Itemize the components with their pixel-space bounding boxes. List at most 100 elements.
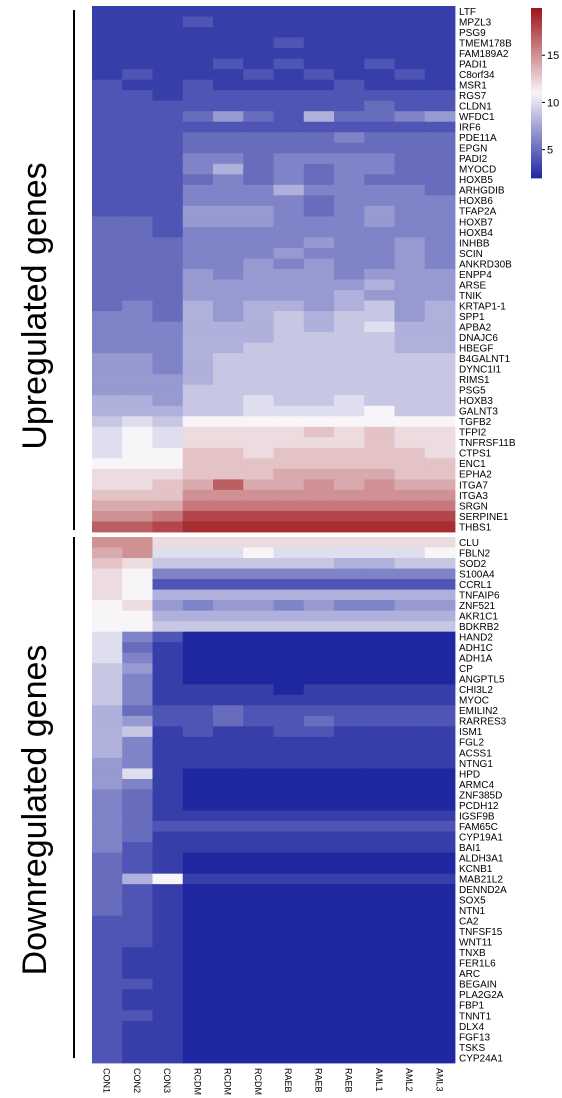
heatmap-cell (152, 905, 184, 917)
heatmap-cell (122, 1031, 153, 1043)
heatmap-cell (303, 757, 335, 769)
colorbar-segment (531, 16, 542, 20)
heatmap-cell (122, 926, 153, 938)
heatmap-cell (182, 6, 214, 17)
heatmap-cell (182, 479, 214, 491)
heatmap-cell (243, 458, 274, 470)
heatmap-cell (213, 510, 244, 522)
heatmap-cell (243, 395, 274, 407)
heatmap-cell (122, 100, 153, 112)
heatmap-cell (303, 989, 335, 1001)
heatmap-cell (303, 978, 335, 990)
heatmap-cell (182, 673, 214, 685)
colorbar-segment (531, 50, 542, 54)
heatmap-cell (92, 852, 123, 864)
heatmap-cell (243, 621, 274, 633)
heatmap-cell (243, 237, 274, 249)
heatmap-cell (243, 6, 274, 17)
heatmap-cell (334, 810, 365, 822)
heatmap-cell (152, 48, 184, 59)
heatmap-cell (243, 989, 274, 1001)
heatmap-cell (303, 778, 335, 790)
heatmap-cell (152, 374, 184, 386)
heatmap-cell (92, 863, 123, 875)
heatmap-cell (213, 163, 244, 175)
heatmap-cell (92, 915, 123, 927)
gene-label: KRTAP1-1 (459, 301, 506, 312)
heatmap-cell (182, 684, 214, 696)
gene-label: SPP1 (459, 312, 485, 323)
heatmap-cell (213, 521, 244, 533)
gene-label: GALNT3 (459, 407, 498, 418)
colorbar-segment (531, 152, 542, 156)
heatmap-cell (424, 852, 456, 864)
heatmap-cell (273, 915, 305, 927)
heatmap-cell (394, 300, 426, 312)
heatmap-cell (394, 1031, 426, 1043)
heatmap-cell (213, 290, 244, 301)
heatmap-cell (334, 447, 365, 459)
heatmap-cell (303, 111, 335, 123)
heatmap-cell (92, 311, 123, 322)
heatmap-cell (364, 715, 395, 727)
heatmap-cell (122, 521, 153, 533)
heatmap-cell (394, 610, 426, 622)
heatmap-cell (182, 905, 214, 917)
heatmap-cell (152, 873, 184, 885)
heatmap-cell (243, 610, 274, 622)
heatmap-cell (92, 821, 123, 832)
heatmap-cell (213, 936, 244, 948)
heatmap-cell (213, 821, 244, 832)
colorbar-segment (531, 61, 542, 66)
heatmap-cell (92, 416, 123, 428)
heatmap-cell (303, 184, 335, 196)
heatmap-cell (424, 547, 456, 559)
heatmap-cell (394, 579, 426, 590)
heatmap-cell (243, 663, 274, 675)
colorbar-segment (531, 56, 542, 60)
heatmap-cell (122, 258, 153, 270)
heatmap-cell (364, 458, 395, 470)
heatmap-cell (424, 694, 456, 706)
heatmap-cell (92, 132, 123, 144)
heatmap-cell (303, 247, 335, 259)
heatmap-cell (334, 489, 365, 501)
heatmap-cell (243, 537, 274, 548)
heatmap-cell (92, 342, 123, 354)
heatmap-cell (394, 1041, 426, 1053)
heatmap-cell (152, 831, 184, 843)
heatmap-cell (92, 111, 123, 123)
heatmap-cell (92, 600, 123, 612)
gene-label: CTPS1 (459, 449, 492, 460)
heatmap-cell (273, 269, 305, 280)
heatmap-cell (182, 90, 214, 102)
heatmap-cell (303, 384, 335, 396)
heatmap-cell (122, 905, 153, 917)
colorbar: 5 10 15 (531, 8, 559, 179)
heatmap-cell (122, 374, 153, 386)
colorbar-segment (531, 101, 542, 105)
heatmap-cell (424, 500, 456, 512)
heatmap-cell (273, 342, 305, 354)
heatmap-cell (364, 258, 395, 270)
heatmap-cell (182, 631, 214, 643)
heatmap-cell (364, 642, 395, 654)
heatmap-cell (334, 621, 365, 633)
heatmap-cell (243, 195, 274, 207)
heatmap-cell (122, 311, 153, 322)
heatmap-cell (394, 216, 426, 228)
gene-label: KCNB1 (459, 864, 493, 875)
heatmap-cell (394, 384, 426, 396)
heatmap-cell (273, 768, 305, 780)
heatmap-cell (364, 631, 395, 643)
heatmap-cell (364, 831, 395, 843)
heatmap-cell (152, 537, 184, 548)
heatmap-cell (182, 705, 214, 717)
heatmap-cell (182, 27, 214, 38)
heatmap-cell (182, 715, 214, 727)
heatmap-cell (152, 631, 184, 643)
heatmap-cell (303, 642, 335, 654)
heatmap-cell (182, 426, 214, 438)
heatmap-cell (182, 768, 214, 780)
heatmap-cell (273, 16, 305, 28)
